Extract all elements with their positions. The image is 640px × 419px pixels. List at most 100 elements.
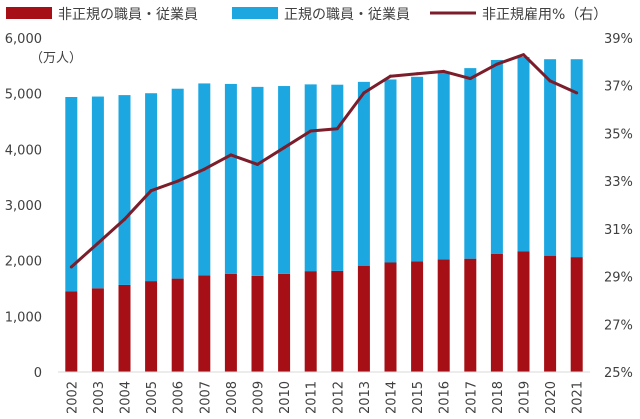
bar-regular bbox=[490, 59, 503, 254]
bar-nonregular bbox=[145, 281, 158, 372]
bar-regular bbox=[517, 56, 530, 252]
x-tick-label: 2004 bbox=[119, 381, 134, 414]
x-tick-label: 2005 bbox=[145, 381, 160, 414]
x-tick-label: 2014 bbox=[385, 381, 400, 414]
legend-swatch-nonregular bbox=[6, 7, 52, 19]
left-axis-unit-label: （万人） bbox=[30, 51, 82, 66]
bar-regular bbox=[171, 88, 184, 279]
right-tick-label: 31% bbox=[604, 223, 633, 238]
bar-regular bbox=[331, 84, 344, 271]
x-tick-label: 2006 bbox=[172, 381, 187, 414]
ratio-point bbox=[522, 53, 525, 57]
x-tick-label: 2010 bbox=[278, 381, 293, 414]
legend-label-regular: 正規の職員・従業員 bbox=[284, 7, 410, 23]
right-tick-label: 29% bbox=[604, 271, 633, 286]
ratio-point bbox=[256, 162, 259, 166]
legend-swatch-regular bbox=[232, 7, 278, 19]
right-tick-label: 35% bbox=[604, 127, 633, 142]
ratio-line bbox=[70, 53, 578, 269]
left-tick-label: 0 bbox=[34, 366, 42, 381]
bar-nonregular bbox=[304, 271, 317, 372]
x-tick-label: 2021 bbox=[571, 381, 586, 414]
ratio-point bbox=[548, 79, 552, 83]
x-tick-label: 2003 bbox=[92, 381, 107, 414]
ratio-point bbox=[362, 91, 366, 95]
bar-regular bbox=[544, 59, 557, 256]
bar-nonregular bbox=[384, 262, 397, 372]
ratio-point bbox=[69, 265, 73, 269]
bar-regular bbox=[65, 97, 78, 292]
x-tick-label: 2009 bbox=[252, 381, 267, 414]
left-tick-label: 5,000 bbox=[5, 88, 42, 103]
bar-regular bbox=[437, 71, 450, 260]
bar-nonregular bbox=[490, 253, 503, 372]
bar-nonregular bbox=[118, 284, 131, 372]
bar-regular bbox=[251, 86, 264, 276]
x-tick-label: 2018 bbox=[491, 381, 506, 414]
x-tick-label: 2017 bbox=[464, 381, 479, 414]
bars bbox=[58, 56, 590, 373]
left-tick-label: 6,000 bbox=[5, 32, 42, 47]
bar-regular bbox=[145, 93, 158, 282]
right-tick-label: 33% bbox=[604, 175, 633, 190]
bar-regular bbox=[357, 81, 370, 266]
legend-label-ratio: 非正規雇用%（右） bbox=[482, 6, 607, 23]
x-tick-label: 2020 bbox=[544, 381, 559, 414]
ratio-point bbox=[309, 129, 313, 133]
left-tick-label: 4,000 bbox=[5, 143, 42, 158]
right-tick-label: 39% bbox=[604, 32, 633, 47]
ratio-point bbox=[282, 146, 286, 150]
ratio-point bbox=[176, 179, 180, 183]
right-axis: 25% 27% 29% 31% 33% 35% 37% 39% bbox=[604, 32, 633, 381]
bar-regular bbox=[411, 76, 424, 262]
ratio-point bbox=[442, 69, 446, 73]
x-tick-label: 2016 bbox=[438, 381, 453, 414]
bar-nonregular bbox=[251, 275, 264, 372]
bar-regular bbox=[118, 95, 131, 285]
ratio-point bbox=[495, 62, 499, 66]
bar-nonregular bbox=[357, 265, 370, 372]
right-tick-label: 37% bbox=[604, 80, 633, 95]
ratio-point bbox=[229, 153, 233, 157]
ratio-point bbox=[123, 217, 126, 221]
bar-regular bbox=[304, 84, 317, 272]
bar-nonregular bbox=[278, 273, 291, 372]
bar-regular bbox=[198, 83, 211, 276]
ratio-point bbox=[202, 167, 206, 171]
ratio-point bbox=[575, 91, 579, 95]
ratio-point bbox=[468, 77, 472, 81]
bar-regular bbox=[384, 79, 397, 263]
bar-nonregular bbox=[91, 288, 104, 372]
x-axis: 2002 2003 2004 2005 2006 2007 2008 2009 2010 2011… bbox=[65, 381, 585, 414]
left-axis: （万人） 0 1,000 2,000 3,000 4,000 5,000 6,000 bbox=[5, 32, 82, 381]
bar-nonregular bbox=[411, 261, 424, 372]
ratio-point bbox=[415, 72, 419, 76]
ratio-point bbox=[96, 241, 100, 245]
bar-nonregular bbox=[570, 257, 583, 372]
right-tick-label: 25% bbox=[604, 366, 633, 381]
x-tick-label: 2019 bbox=[518, 381, 533, 414]
x-tick-label: 2002 bbox=[65, 381, 80, 414]
x-tick-label: 2007 bbox=[198, 381, 213, 414]
x-tick-label: 2008 bbox=[225, 381, 240, 414]
bar-nonregular bbox=[544, 255, 557, 372]
legend-label-nonregular: 非正規の職員・従業員 bbox=[58, 7, 198, 23]
bar-nonregular bbox=[224, 273, 237, 372]
line-layer bbox=[69, 53, 579, 269]
x-tick-label: 2013 bbox=[358, 381, 373, 414]
ratio-point bbox=[389, 74, 392, 78]
bar-regular bbox=[464, 68, 477, 259]
bar-regular bbox=[91, 96, 104, 289]
bar-regular bbox=[224, 83, 237, 274]
x-tick-label: 2015 bbox=[411, 381, 426, 414]
legend: 非正規の職員・従業員 正規の職員・従業員 非正規雇用%（右） bbox=[6, 6, 607, 23]
x-tick-label: 2012 bbox=[331, 381, 346, 414]
bar-nonregular bbox=[464, 258, 477, 372]
bar-nonregular bbox=[171, 278, 184, 372]
right-tick-label: 27% bbox=[604, 318, 633, 333]
bar-regular bbox=[278, 86, 291, 274]
bar-regular bbox=[570, 59, 583, 258]
ratio-point bbox=[149, 189, 153, 193]
bar-nonregular bbox=[517, 251, 530, 372]
